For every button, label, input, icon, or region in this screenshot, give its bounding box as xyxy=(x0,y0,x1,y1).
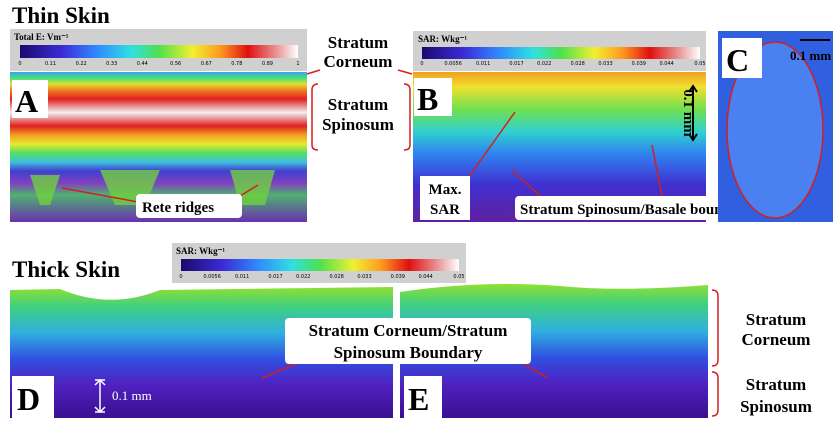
colorbar xyxy=(20,45,298,58)
colorbar-title: SAR: Wkg⁻¹ xyxy=(176,246,225,256)
layer-label: Stratum xyxy=(328,33,388,52)
colorbar-tick-label: 0.56 xyxy=(170,61,181,67)
colorbar-tick-label: 0.039 xyxy=(632,61,646,67)
colorbar-tick-label: 0.044 xyxy=(418,274,432,280)
scale-label: 0.1 mm xyxy=(790,48,831,63)
colorbar-title: SAR: Wkg⁻¹ xyxy=(418,34,467,44)
colorbar-tick-label: 0 xyxy=(18,61,21,67)
colorbar-tick-label: 0.033 xyxy=(357,274,371,280)
panel-label: E xyxy=(408,381,429,417)
colorbar-title: Total E: Vm⁻¹ xyxy=(14,32,69,42)
layer-label: Spinosum xyxy=(740,397,812,416)
colorbar-tick-label: 0 xyxy=(179,274,182,280)
colorbar-tick-label: 0.039 xyxy=(391,274,405,280)
bracket xyxy=(712,290,718,416)
scale-label: 0.1 mm xyxy=(112,388,152,403)
layer-label: Stratum xyxy=(746,310,806,329)
colorbar-tick-label: 0.22 xyxy=(76,61,87,67)
layer-label: Corneum xyxy=(742,330,811,349)
colorbar-tick-label: 1 xyxy=(296,61,299,67)
figure: Thin Skin Total E: Vm⁻¹ 0 0.11 0.22 0.33 0.4… xyxy=(0,0,833,421)
colorbar-tick-label: 0.028 xyxy=(330,274,344,280)
layer-label: Stratum xyxy=(328,95,388,114)
colorbar-tick-label: 0.022 xyxy=(296,274,310,280)
colorbar-tick-label: 0.89 xyxy=(262,61,273,67)
annotation: Max. xyxy=(429,182,462,198)
colorbar-tick-label: 0.017 xyxy=(268,274,282,280)
panel-label: D xyxy=(17,381,40,417)
section-title: Thick Skin xyxy=(12,257,120,282)
panel-label: A xyxy=(15,83,38,119)
colorbar-tick-label: 0.44 xyxy=(137,61,148,67)
colorbar-tick-label: 0.017 xyxy=(509,61,523,67)
section-title: Thin Skin xyxy=(12,3,110,28)
annotation: SAR xyxy=(430,202,460,218)
colorbar-tick-label: 0.33 xyxy=(106,61,117,67)
panel-label: C xyxy=(726,42,749,78)
colorbar-tick-label: 0.0056 xyxy=(203,274,221,280)
layer-label: Spinosum xyxy=(322,115,394,134)
colorbar-tick-label: 0.05 xyxy=(694,61,705,67)
colorbar-tick-label: 0 xyxy=(420,61,423,67)
annotation: Rete ridges xyxy=(142,200,214,216)
scale-label: 0.1 mm xyxy=(680,89,696,137)
annotation: Spinosum Boundary xyxy=(334,343,483,362)
colorbar-tick-label: 0.0056 xyxy=(444,61,462,67)
colorbar-tick-label: 0.11 xyxy=(45,61,56,67)
panel-label: B xyxy=(417,81,438,117)
colorbar-tick-label: 0.011 xyxy=(235,274,249,280)
layer-label: Corneum xyxy=(324,52,393,71)
colorbar-tick-label: 0.044 xyxy=(659,61,673,67)
colorbar-tick-label: 0.033 xyxy=(598,61,612,67)
annotation: Stratum Corneum/Stratum xyxy=(309,321,508,340)
colorbar-tick-label: 0.05 xyxy=(453,274,464,280)
colorbar-tick-label: 0.78 xyxy=(231,61,242,67)
colorbar-tick-label: 0.67 xyxy=(201,61,212,67)
colorbar xyxy=(422,47,700,59)
layer-label: Stratum xyxy=(746,375,806,394)
colorbar-tick-label: 0.028 xyxy=(571,61,585,67)
colorbar-tick-label: 0.022 xyxy=(537,61,551,67)
colorbar-tick-label: 0.011 xyxy=(476,61,490,67)
colorbar xyxy=(181,259,459,271)
